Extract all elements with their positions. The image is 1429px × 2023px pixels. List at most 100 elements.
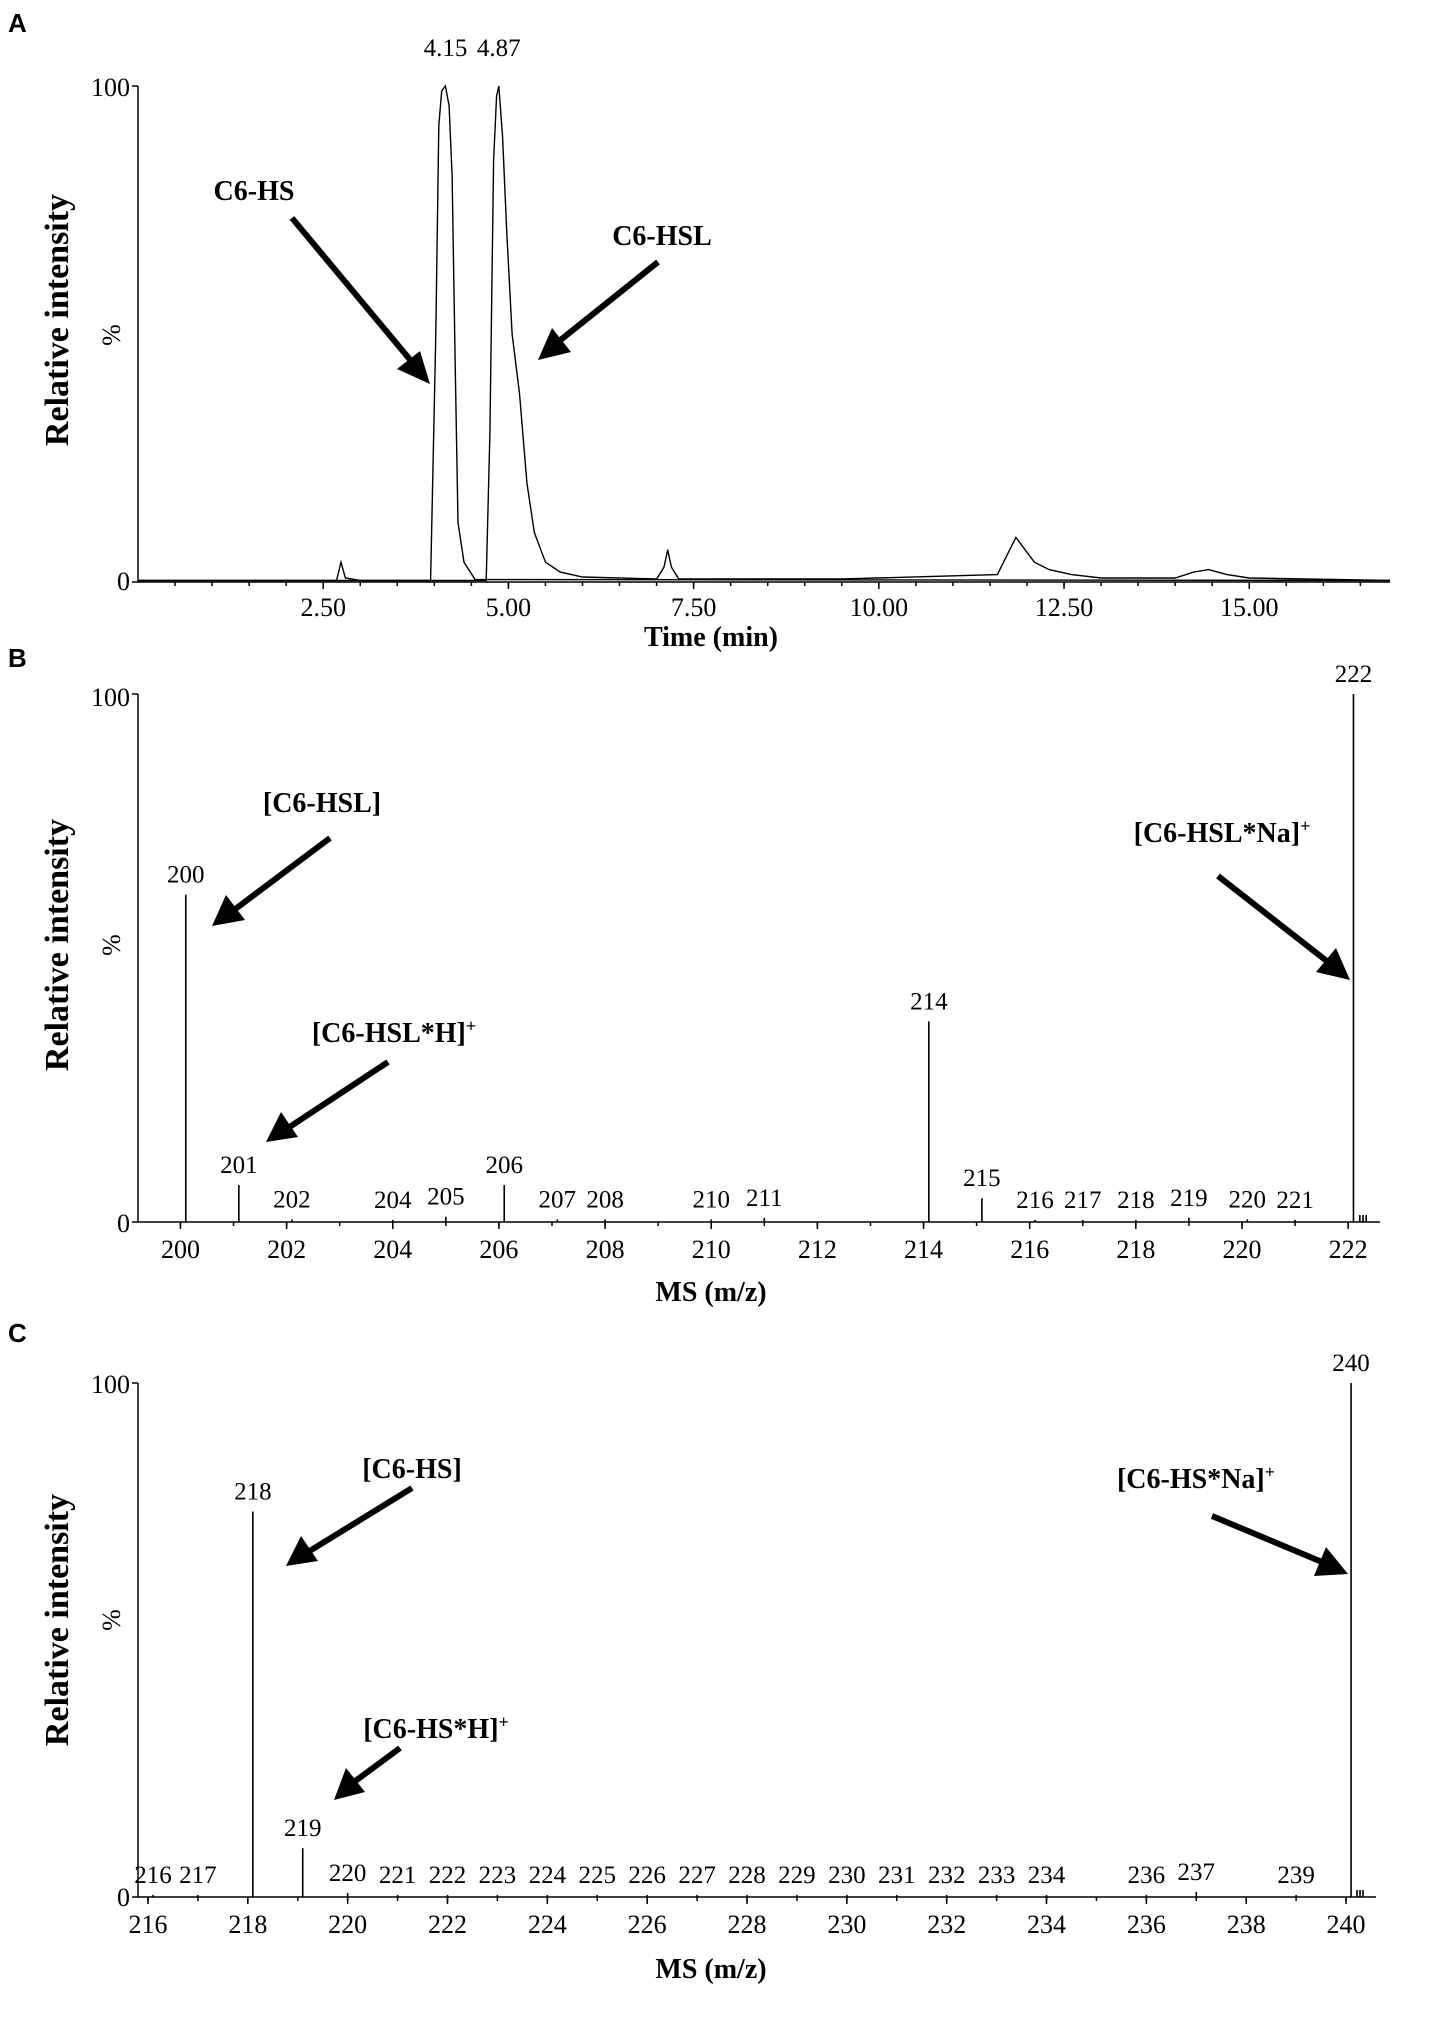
x-tick-label-c-220: 220	[328, 1910, 367, 1939]
x-axis-title-c: MS (m/z)	[655, 1954, 766, 1985]
peak-label-c-232: 232	[928, 1862, 966, 1889]
peak-label-b-220: 220	[1229, 1186, 1267, 1213]
y-tick-a-100: 100	[91, 73, 130, 102]
annotation-c6-hs-c: [C6-HS]	[362, 1454, 462, 1485]
trace-c6-hs	[138, 84, 1391, 582]
peak-label-c-229: 229	[778, 1862, 816, 1889]
peak-label-c-221: 221	[379, 1862, 417, 1889]
annotation-c6-hsl-na: [C6-HSL*Na]+	[1134, 816, 1311, 849]
x-tick-label-c-232: 232	[927, 1910, 966, 1939]
x-tick-label-b-222: 222	[1329, 1235, 1368, 1264]
axes-a	[132, 85, 1390, 583]
x-tick-label-c-226: 226	[628, 1910, 667, 1939]
peak-label-b-204: 204	[374, 1187, 412, 1214]
arrow-c6-hsl-b	[212, 835, 332, 926]
peak-label-c-219: 219	[284, 1815, 322, 1842]
arrow-c6-hs	[289, 216, 430, 384]
y-axis-title-b: Relative intensity	[39, 819, 76, 1071]
arrow-c6-hs-c	[286, 1485, 414, 1566]
arrow-c6-hs-na	[1210, 1513, 1348, 1576]
peak-label-c-226: 226	[628, 1862, 666, 1889]
x-ticks-c: 216 218 220 222 224 226 228 230 232 234 236 238 240	[128, 1897, 1366, 1939]
x-tick-label-c-238: 238	[1227, 1910, 1266, 1939]
peak-label-c-240: 240	[1332, 1350, 1370, 1377]
peak-label-c-237: 237	[1178, 1859, 1216, 1886]
peak-label-a-4-87: 4.87	[477, 35, 521, 62]
peak-label-c-217: 217	[179, 1862, 217, 1889]
peak-label-b-218: 218	[1117, 1187, 1155, 1214]
x-axis-title-a: Time (min)	[644, 622, 778, 653]
peak-label-c-236: 236	[1128, 1862, 1166, 1889]
x-tick-label-b-212: 212	[798, 1235, 837, 1264]
x-tick-label-c-228: 228	[728, 1910, 767, 1939]
y-unit-a: %	[97, 324, 126, 346]
y-unit-c: %	[97, 1609, 126, 1631]
x-tick-label-a-12-50: 12.50	[1035, 593, 1094, 622]
peak-label-b-217: 217	[1064, 1187, 1102, 1214]
y-tick-b-100: 100	[91, 683, 130, 712]
y-axis-title-c: Relative intensity	[39, 1494, 76, 1746]
peak-label-c-222: 222	[429, 1862, 467, 1889]
annotation-c6-hs-na: [C6-HS*Na]+	[1117, 1462, 1275, 1495]
peak-label-b-205: 205	[427, 1184, 465, 1211]
peak-label-b-221: 221	[1276, 1187, 1314, 1214]
y-unit-b: %	[97, 934, 126, 956]
x-tick-label-b-220: 220	[1223, 1235, 1262, 1264]
trace-c6-hsl	[138, 85, 1391, 582]
arrow-c6-hs-h	[334, 1745, 402, 1800]
x-ticks-a: 2.50 5.00 7.50 10.00 12.50 15.00	[174, 582, 1362, 622]
x-tick-label-b-218: 218	[1116, 1235, 1155, 1264]
peaks-b: 200 201 202 204 205 206 207 208 210 211 214 215 216 2…	[167, 661, 1372, 1222]
x-tick-label-a-7-50: 7.50	[671, 593, 717, 622]
peak-label-b-214: 214	[910, 988, 948, 1015]
peak-label-c-225: 225	[579, 1862, 617, 1889]
x-tick-label-c-216: 216	[128, 1910, 167, 1939]
peak-label-c-231: 231	[878, 1862, 916, 1889]
peaks-c: 216 217 218 219 220 221 222 223 224 225 226 227 228 2…	[134, 1350, 1370, 1897]
x-tick-label-b-214: 214	[904, 1235, 943, 1264]
peak-label-b-215: 215	[963, 1165, 1001, 1192]
x-tick-label-a-2-50: 2.50	[300, 593, 346, 622]
panel-letter-b: B	[8, 643, 27, 673]
axes-b	[132, 693, 1380, 1223]
x-tick-label-b-216: 216	[1010, 1235, 1049, 1264]
peak-label-b-222: 222	[1335, 661, 1373, 688]
peak-label-c-230: 230	[828, 1862, 866, 1889]
x-ticks-b: 200 202 204 206 208 210 212 214 216 218 220 222	[161, 1222, 1368, 1264]
y-tick-c-0: 0	[117, 1883, 130, 1912]
x-tick-label-c-236: 236	[1127, 1910, 1166, 1939]
peak-label-a-4-15: 4.15	[424, 35, 468, 62]
x-tick-label-b-210: 210	[692, 1235, 731, 1264]
peak-label-c-228: 228	[728, 1862, 766, 1889]
y-axis-title-a: Relative intensity	[39, 194, 76, 446]
annotation-c6-hsl-h: [C6-HSL*H]+	[312, 1016, 476, 1049]
x-tick-label-b-206: 206	[479, 1235, 518, 1264]
x-tick-label-b-202: 202	[267, 1235, 306, 1264]
panel-b-mass-spectrum: B Relative intensity % 100 0 200 202 204 20…	[8, 643, 1380, 1308]
x-tick-label-c-218: 218	[228, 1910, 267, 1939]
peak-label-b-219: 219	[1170, 1185, 1208, 1212]
peak-label-c-234: 234	[1028, 1862, 1066, 1889]
arrow-c6-hsl-h	[266, 1059, 390, 1142]
x-tick-label-c-240: 240	[1327, 1910, 1366, 1939]
annotation-c6-hs-h: [C6-HS*H]+	[363, 1712, 509, 1745]
peak-label-b-206: 206	[485, 1152, 523, 1179]
peak-label-c-223: 223	[479, 1862, 517, 1889]
y-tick-b-0: 0	[117, 1209, 130, 1238]
x-tick-label-c-230: 230	[827, 1910, 866, 1939]
x-tick-label-b-208: 208	[586, 1235, 625, 1264]
peak-label-c-227: 227	[678, 1862, 716, 1889]
peak-label-c-233: 233	[978, 1862, 1016, 1889]
arrow-c6-hsl-na	[1216, 873, 1350, 980]
panel-a-chromatogram: A Relative intensity % 100 0 2.50 5.00 7.5…	[8, 8, 1391, 653]
x-tick-label-b-204: 204	[373, 1235, 412, 1264]
x-tick-label-a-5-00: 5.00	[486, 593, 532, 622]
peak-label-c-218: 218	[234, 1479, 272, 1506]
annotation-c6-hsl-b: [C6-HSL]	[263, 788, 381, 819]
peak-label-b-207: 207	[539, 1186, 577, 1213]
peak-label-c-239: 239	[1277, 1862, 1315, 1889]
panel-letter-a: A	[8, 8, 27, 38]
arrow-c6-hsl	[538, 259, 660, 360]
peak-label-b-200: 200	[167, 862, 205, 889]
